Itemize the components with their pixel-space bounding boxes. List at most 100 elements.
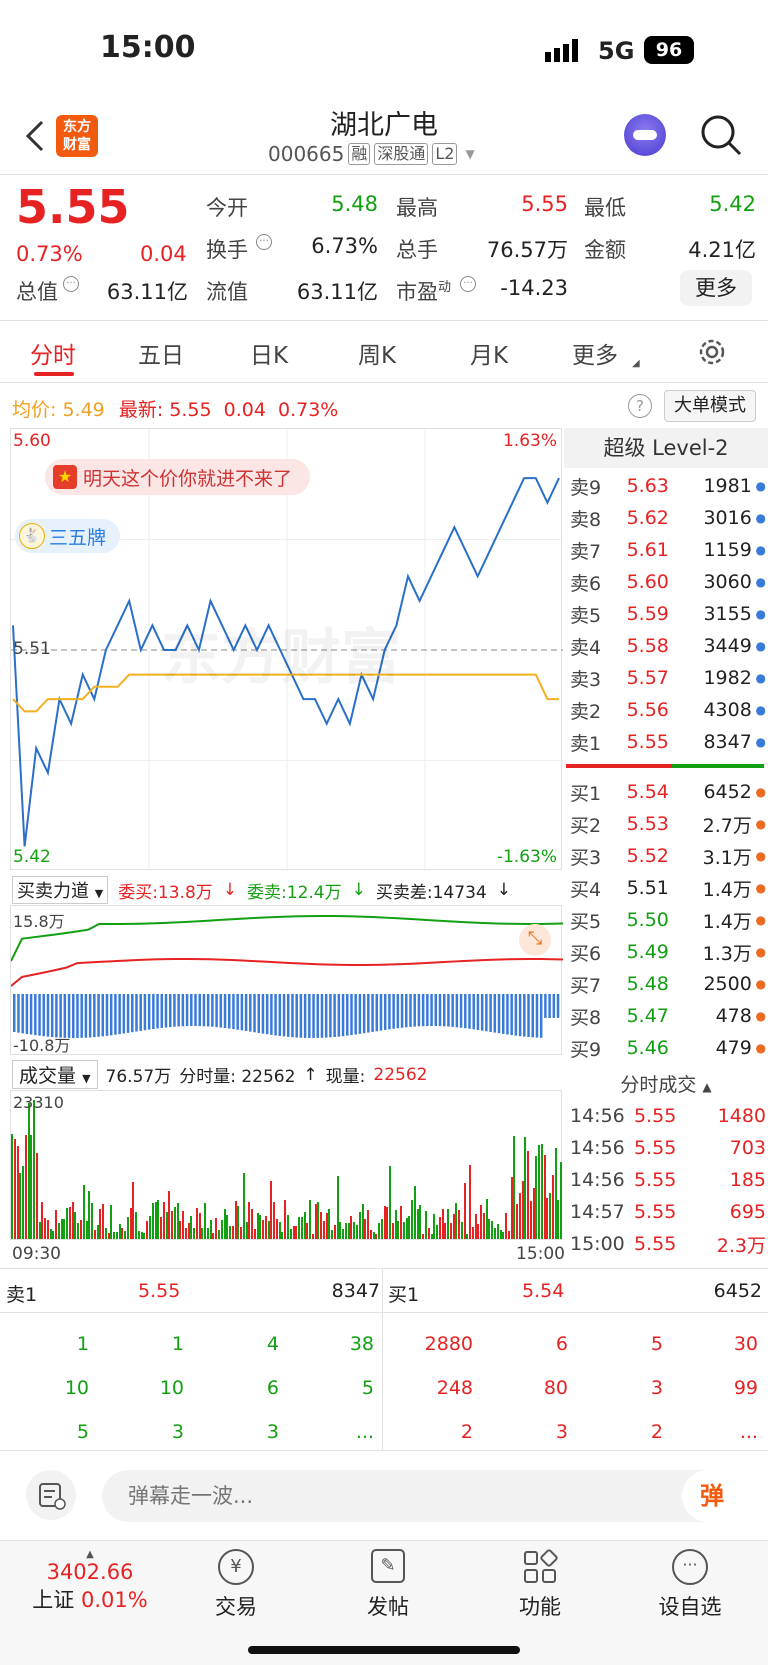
order-level: 买6 xyxy=(570,942,602,965)
tab-5day[interactable]: 五日 xyxy=(138,343,184,369)
force-bar xyxy=(131,994,134,1033)
badge-tag[interactable]: 🐇 三五牌 xyxy=(15,519,121,553)
queue-cell: 2 xyxy=(460,1421,473,1443)
force-bar xyxy=(38,994,41,1036)
volume-bar xyxy=(433,1214,436,1239)
index-pct: 0.01% xyxy=(80,1588,148,1612)
volume-bar xyxy=(193,1227,196,1239)
gear-icon[interactable] xyxy=(696,336,728,372)
volume-bar xyxy=(438,1216,441,1239)
order-row[interactable]: 买1 5.54 6452 ● xyxy=(570,776,766,808)
trades-table: 14:56 5.55 1480 14:56 5.55 703 14:56 5.55 185 14:… xyxy=(570,1100,766,1260)
queue-cell: 2880 xyxy=(424,1333,473,1355)
info-icon: ··· xyxy=(63,276,80,292)
price-chart[interactable]: 东方财富 5.60 1.63% 5.51 5.42 -1.63% ★ 明天这个价… xyxy=(10,428,563,871)
robot-avatar-icon[interactable] xyxy=(624,114,666,156)
latest-change: 0.04 xyxy=(223,399,266,421)
mktcap-label-wrap[interactable]: 总值 ··· xyxy=(16,276,80,306)
order-row[interactable]: 卖6 5.60 3060 ● xyxy=(570,566,766,598)
volume-bar xyxy=(135,1211,138,1239)
volume-bar xyxy=(386,1207,389,1239)
nav-post[interactable]: ✎ 发帖 xyxy=(348,1549,428,1621)
order-row[interactable]: 卖1 5.55 8347 ● xyxy=(570,726,766,758)
amount-value: 4.21亿 xyxy=(688,238,756,262)
order-price: 5.51 xyxy=(626,877,669,899)
level2-title[interactable]: 超级 Level-2 xyxy=(564,428,768,468)
search-icon[interactable] xyxy=(700,114,744,162)
comment-field[interactable] xyxy=(102,1470,662,1522)
order-level: 买4 xyxy=(570,878,602,901)
promo-banner[interactable]: ★ 明天这个价你就进不来了 xyxy=(45,459,311,495)
force-bar xyxy=(249,994,252,1032)
arrow-down-icon: ↓ xyxy=(222,880,238,900)
nav-functions[interactable]: 功能 xyxy=(500,1549,580,1621)
comment-input[interactable]: 弹 xyxy=(102,1470,742,1522)
order-row[interactable]: 买6 5.49 1.3万 ● xyxy=(570,936,766,968)
order-row[interactable]: 卖5 5.59 3155 ● xyxy=(570,598,766,630)
volume-bar xyxy=(361,1203,364,1239)
trades-title-wrap[interactable]: 分时成交 ▲ xyxy=(564,1070,768,1097)
tab-intraday[interactable]: 分时 xyxy=(30,343,76,369)
order-row[interactable]: 买5 5.50 1.4万 ● xyxy=(570,904,766,936)
order-row[interactable]: 买9 5.46 479 ● xyxy=(570,1032,766,1064)
order-row[interactable]: 卖9 5.63 1981 ● xyxy=(570,470,766,502)
queue-cell: 248 xyxy=(436,1377,473,1399)
danmu-toggle[interactable]: 弹 xyxy=(682,1470,742,1522)
tab-weekly-k[interactable]: 周K xyxy=(358,343,397,369)
force-bar xyxy=(185,994,189,1027)
nav-trade[interactable]: ¥ 交易 xyxy=(196,1549,276,1621)
stock-code-row[interactable]: 000665 融 深股通 L2 ▼ xyxy=(268,142,475,166)
order-row[interactable]: 买4 5.51 1.4万 ● xyxy=(570,872,766,904)
network-type: 5G xyxy=(598,37,635,65)
order-price: 5.49 xyxy=(626,941,669,963)
index-ticker[interactable]: ▲ 3402.66 上证 0.01% xyxy=(20,1549,160,1614)
volume-bar xyxy=(342,1228,345,1239)
volume-bar xyxy=(85,1221,88,1239)
info-icon: ··· xyxy=(460,276,476,292)
big-order-mode-button[interactable]: 大单模式 xyxy=(664,390,756,422)
expand-icon[interactable]: ⤡ xyxy=(519,924,551,956)
force-bar xyxy=(295,994,298,1038)
mktcap-label: 总值 xyxy=(16,280,58,304)
order-row[interactable]: 卖7 5.61 1159 ● xyxy=(570,534,766,566)
nav-add-watchlist[interactable]: ··· 设自选 xyxy=(650,1549,730,1621)
tab-more[interactable]: 更多 xyxy=(572,343,618,369)
volume-bar xyxy=(13,1138,16,1239)
tab-daily-k[interactable]: 日K xyxy=(250,343,289,369)
order-dot: ● xyxy=(755,913,766,927)
order-row[interactable]: 卖8 5.62 3016 ● xyxy=(570,502,766,534)
order-row[interactable]: 卖4 5.58 3449 ● xyxy=(570,630,766,662)
back-icon[interactable] xyxy=(22,118,46,158)
order-level: 卖8 xyxy=(570,508,602,531)
order-row[interactable]: 买8 5.47 478 ● xyxy=(570,1000,766,1032)
force-bar xyxy=(25,994,29,1034)
float-value: 63.11亿 xyxy=(296,280,378,304)
force-bar xyxy=(333,994,336,1037)
order-volume: 3449 xyxy=(703,635,752,657)
volume-bar xyxy=(491,1221,494,1239)
help-icon[interactable]: ? xyxy=(628,394,652,418)
volume-bar xyxy=(273,1201,276,1239)
volume-dropdown[interactable]: 成交量 ▼ xyxy=(12,1060,98,1089)
more-button[interactable]: 更多 xyxy=(680,270,752,306)
order-row[interactable]: 买7 5.48 2500 ● xyxy=(570,968,766,1000)
force-dropdown[interactable]: 买卖力道 ▼ xyxy=(12,876,109,904)
volume-bar xyxy=(242,1173,245,1239)
tab-monthly-k[interactable]: 月K xyxy=(470,343,509,369)
pe-label-wrap[interactable]: 市盈动 xyxy=(396,276,451,306)
order-row[interactable]: 卖3 5.57 1982 ● xyxy=(570,662,766,694)
order-price: 5.62 xyxy=(626,507,669,529)
pe-value: -14.23 xyxy=(500,276,568,300)
compose-icon[interactable] xyxy=(26,1470,76,1520)
volume-bar xyxy=(212,1233,215,1239)
volume-bar xyxy=(256,1212,259,1239)
volume-bar xyxy=(557,1199,560,1239)
volume-bar xyxy=(505,1213,508,1239)
order-row[interactable]: 买2 5.53 2.7万 ● xyxy=(570,808,766,840)
volume-bar xyxy=(430,1233,433,1239)
order-row[interactable]: 买3 5.52 3.1万 ● xyxy=(570,840,766,872)
order-row[interactable]: 卖2 5.56 4308 ● xyxy=(570,694,766,726)
volume-bar xyxy=(245,1221,248,1239)
trade-volume: 1480 xyxy=(717,1105,766,1127)
volume-bar xyxy=(466,1233,469,1239)
